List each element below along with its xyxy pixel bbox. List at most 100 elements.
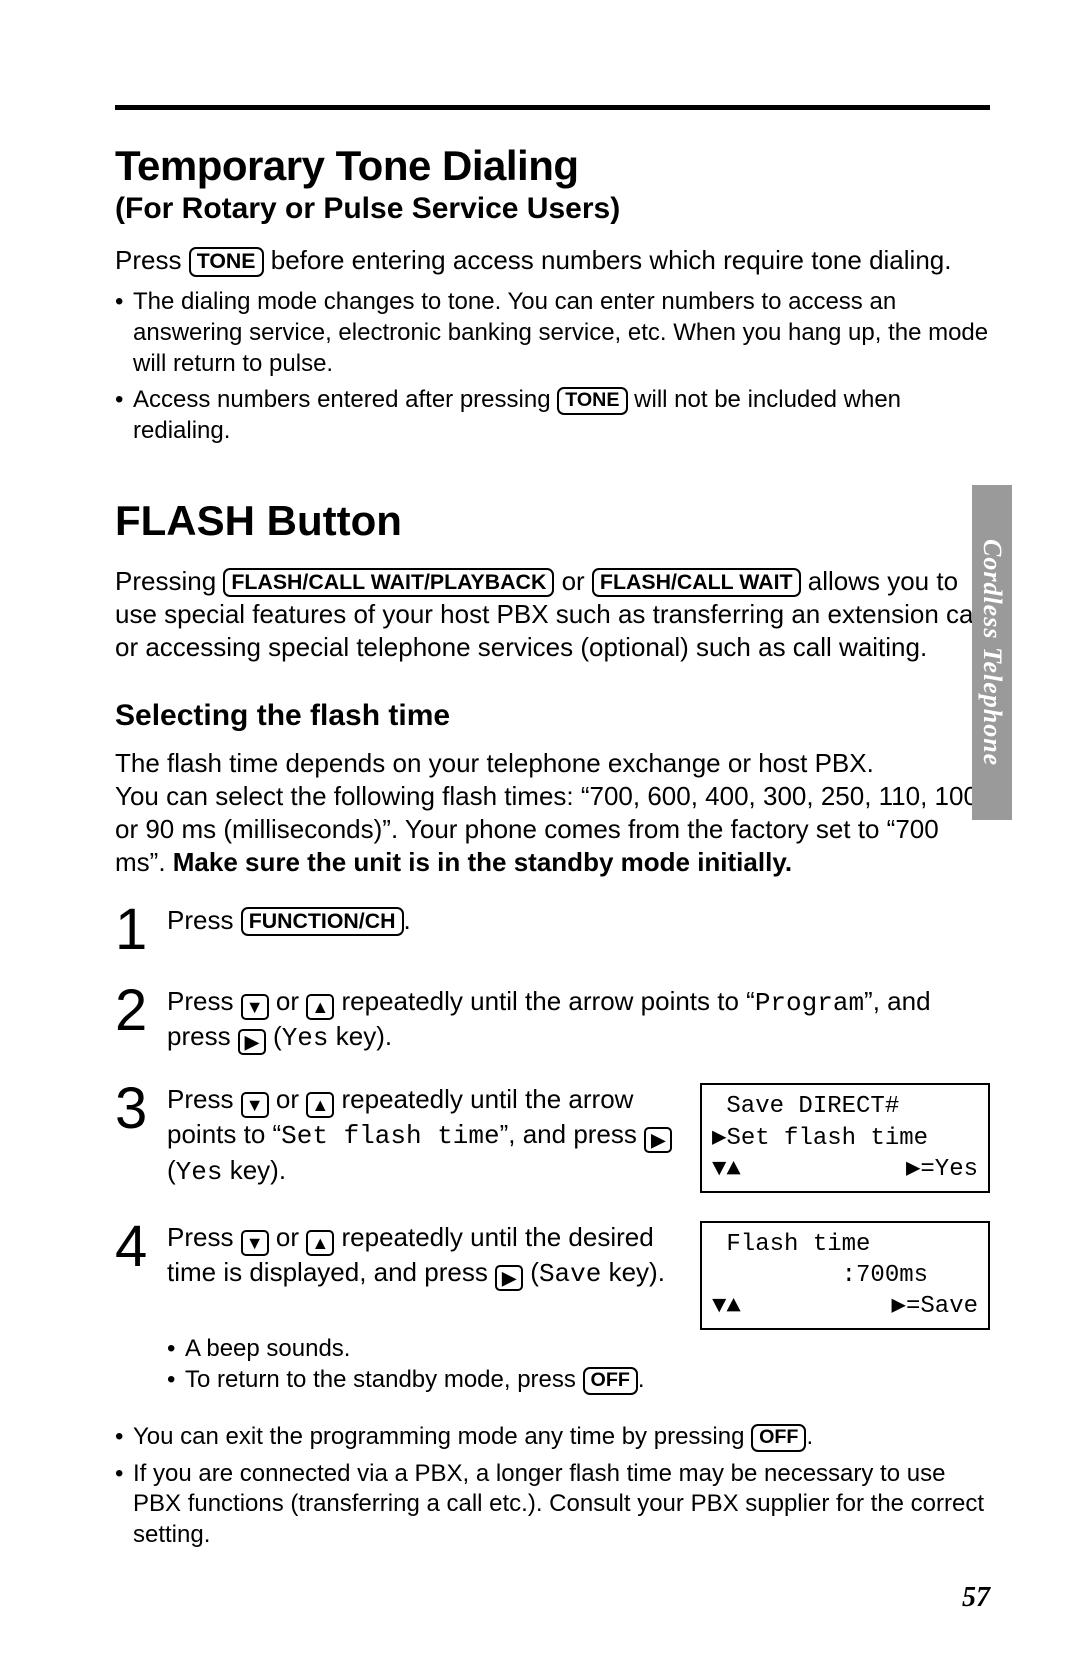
step-content: Press ▼ or ▲ repeatedly until the desire… (167, 1219, 990, 1396)
bullet-dot: • (167, 1334, 185, 1365)
manual-page: Temporary Tone Dialing (For Rotary or Pu… (0, 0, 1080, 1669)
bullet-dot: • (115, 1459, 133, 1551)
up-key: ▲ (306, 1230, 334, 1256)
section2-para: The flash time depends on your telephone… (115, 747, 990, 880)
text: Press (167, 1222, 241, 1252)
tone-key: TONE (189, 247, 264, 277)
lcd-line: :700ms (712, 1260, 978, 1291)
function-key: FUNCTION/CH (241, 907, 404, 937)
mono-text: Set flash time (281, 1121, 499, 1151)
lcd-display-4: Flash time :700ms ▼▲ ▶=Save (700, 1221, 990, 1331)
step-content: Press ▼ or ▲ repeatedly until the arrow … (167, 1081, 990, 1193)
lcd-line: ▶Set flash time (712, 1123, 978, 1154)
step-3: 3 Press ▼ or ▲ repeatedly until the arro… (115, 1081, 990, 1193)
text: To return to the standby mode, press (185, 1366, 583, 1393)
text: . (806, 1423, 813, 1450)
step-1: 1 Press FUNCTION/CH. (115, 902, 990, 957)
bullet-text: The dialing mode changes to tone. You ca… (133, 287, 990, 379)
section1-bullets: • The dialing mode changes to tone. You … (115, 287, 990, 447)
mono-text: Program (755, 988, 864, 1018)
text: . (404, 905, 411, 935)
bullet-dot: • (115, 385, 133, 446)
text-bold: Make sure the unit is in the standby mod… (173, 847, 792, 877)
text: key). (329, 1021, 393, 1051)
step-2: 2 Press ▼ or ▲ repeatedly until the arro… (115, 983, 990, 1056)
text: repeatedly until the arrow points to “ (334, 986, 755, 1016)
tab-label: Cordless Telephone (977, 539, 1007, 766)
flash-playback-key: FLASH/CALL WAIT/PLAYBACK (223, 568, 554, 598)
text: A beep sounds. (185, 1334, 350, 1365)
bullet-dot: • (115, 1422, 133, 1453)
page-number: 57 (962, 1582, 990, 1614)
text: . (638, 1366, 645, 1393)
section2-subheading: Selecting the flash time (115, 699, 990, 733)
down-key: ▼ (241, 1230, 269, 1256)
text: Press (167, 986, 241, 1016)
bullet-item: • Access numbers entered after pressing … (115, 385, 990, 446)
section1-subtitle: (For Rotary or Pulse Service Users) (115, 192, 990, 226)
text: Press (115, 245, 189, 275)
lcd-display-3: Save DIRECT# ▶Set flash time ▼▲ ▶=Yes (700, 1083, 990, 1193)
footnotes: • You can exit the programming mode any … (115, 1422, 990, 1551)
top-rule (115, 105, 990, 110)
step-text: Press FUNCTION/CH. (167, 902, 990, 957)
lcd-line: Flash time (712, 1229, 978, 1260)
bullet-dot: • (115, 287, 133, 379)
text: Access numbers entered after pressing (133, 386, 557, 413)
tone-key: TONE (557, 387, 627, 415)
bullet-text: If you are connected via a PBX, a longer… (133, 1459, 990, 1551)
step-text: Press ▼ or ▲ repeatedly until the arrow … (167, 1083, 676, 1189)
section2-lead: Pressing FLASH/CALL WAIT/PLAYBACK or FLA… (115, 565, 990, 665)
step-text: Press ▼ or ▲ repeatedly until the desire… (167, 1221, 676, 1291)
step-number: 3 (115, 1081, 167, 1193)
text: Pressing (115, 566, 223, 596)
lcd-left: ▼▲ (712, 1154, 741, 1185)
lcd-line: ▼▲ ▶=Save (712, 1291, 978, 1322)
text: or (554, 566, 592, 596)
bullet-text: You can exit the programming mode any ti… (133, 1422, 813, 1453)
lcd-left: ▼▲ (712, 1291, 741, 1322)
step-number: 1 (115, 902, 167, 957)
down-key: ▼ (241, 1092, 269, 1118)
lcd-right: ▶=Save (892, 1291, 978, 1322)
mono-text: Save (539, 1259, 601, 1289)
lcd-right: ▶=Yes (906, 1154, 978, 1185)
lcd-line: Save DIRECT# (712, 1091, 978, 1122)
text: ( (523, 1257, 539, 1287)
up-key: ▲ (306, 1092, 334, 1118)
text: Press (167, 1084, 241, 1114)
text: or (269, 986, 307, 1016)
text: or (269, 1084, 307, 1114)
text: before entering access numbers which req… (264, 245, 952, 275)
right-key: ▶ (495, 1265, 523, 1291)
section2-title: FLASH Button (115, 497, 990, 545)
down-key: ▼ (241, 994, 269, 1020)
step-text: Press ▼ or ▲ repeatedly until the arrow … (167, 983, 990, 1056)
step-number: 4 (115, 1219, 167, 1396)
text: Press (167, 905, 241, 935)
text: You can exit the programming mode any ti… (133, 1423, 751, 1450)
flash-wait-key: FLASH/CALL WAIT (592, 568, 801, 598)
section1-title: Temporary Tone Dialing (115, 142, 990, 190)
lcd-line: ▼▲ ▶=Yes (712, 1154, 978, 1185)
text: or (269, 1222, 307, 1252)
right-key: ▶ (238, 1029, 266, 1055)
off-key: OFF (583, 1367, 638, 1395)
bullet-dot: • (167, 1365, 185, 1396)
step-number: 2 (115, 983, 167, 1056)
off-key: OFF (751, 1424, 806, 1452)
step-4: 4 Press ▼ or ▲ repeatedly until the desi… (115, 1219, 990, 1396)
text: To return to the standby mode, press OFF… (185, 1365, 645, 1396)
text: key). (222, 1155, 286, 1185)
bullet-item: • If you are connected via a PBX, a long… (115, 1459, 990, 1551)
section1-lead: Press TONE before entering access number… (115, 244, 990, 277)
mono-text: Yes (282, 1023, 329, 1053)
sub-bullet: • A beep sounds. (167, 1334, 990, 1365)
sub-bullet: • To return to the standby mode, press O… (167, 1365, 990, 1396)
bullet-item: • You can exit the programming mode any … (115, 1422, 990, 1453)
bullet-item: • The dialing mode changes to tone. You … (115, 287, 990, 379)
up-key: ▲ (306, 994, 334, 1020)
section-tab: Cordless Telephone (972, 485, 1012, 820)
text: key). (601, 1257, 665, 1287)
mono-text: Yes (176, 1157, 223, 1187)
